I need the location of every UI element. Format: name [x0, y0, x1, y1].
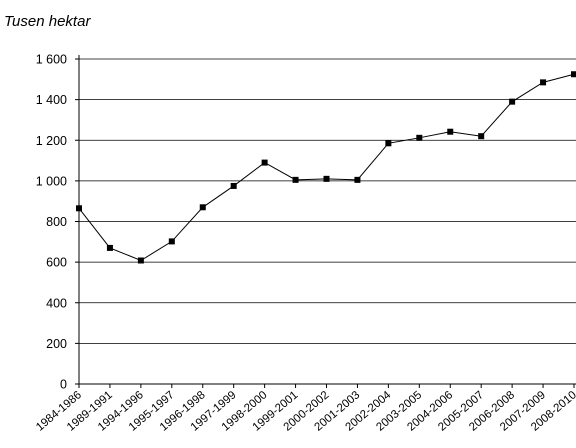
data-point-1989-1991	[106, 244, 113, 251]
y-tick-label: 400	[46, 296, 67, 310]
y-tick-labels: 0 200 400 600 800 1 000 1 200 1 400 1 600	[36, 53, 67, 392]
data-point-1997-1999	[230, 182, 237, 189]
data-point-2002-2004	[385, 140, 392, 147]
data-point-1998-2000	[261, 159, 268, 166]
y-axis-title: Tusen hektar	[4, 13, 91, 30]
data-point-2005-2007	[478, 133, 485, 140]
y-tick-label: 0	[60, 378, 67, 392]
y-tick-label: 1 200	[36, 134, 67, 148]
gridlines	[79, 58, 576, 344]
data-point-1994-1996	[137, 257, 144, 264]
data-point-2003-2005	[416, 134, 423, 141]
data-point-1995-1997	[168, 238, 175, 245]
x-tick-labels: 1984-19861989-19911994-19961995-19971996…	[34, 389, 576, 434]
data-point-2007-2009	[540, 79, 547, 86]
data-point-1984-1986	[76, 205, 82, 212]
series-line	[78, 73, 575, 262]
y-tick-label: 200	[46, 337, 67, 351]
y-tick-label: 800	[46, 215, 67, 229]
series-layer	[76, 71, 576, 264]
y-tick-label: 1 600	[36, 53, 67, 67]
axes	[75, 55, 576, 388]
data-point-2001-2003	[354, 176, 361, 183]
y-tick-label: 600	[46, 256, 67, 270]
data-point-2004-2006	[447, 128, 454, 135]
data-point-1999-2001	[292, 176, 299, 183]
y-tick-label: 1 000	[36, 174, 67, 188]
data-point-1996-1998	[199, 204, 206, 211]
y-tick-label: 1 400	[36, 93, 67, 107]
data-point-2000-2002	[323, 175, 330, 182]
data-point-2006-2008	[509, 98, 516, 105]
data-point-2008-2010	[571, 71, 576, 78]
